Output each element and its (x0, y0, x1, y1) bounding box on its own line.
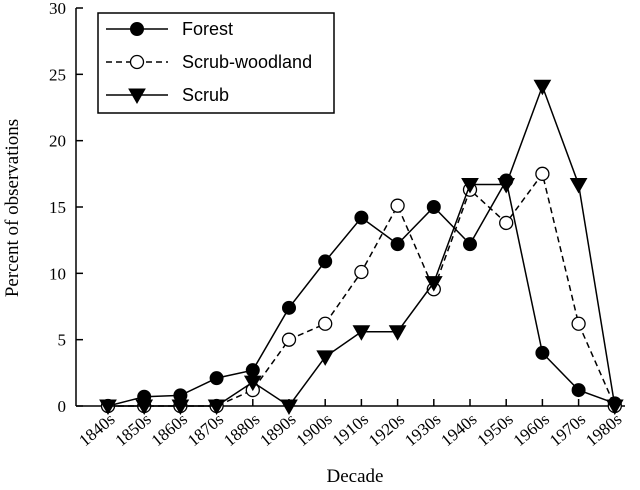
legend-entries: Forest Scrub-woodland Scrub (106, 19, 312, 105)
data-point (497, 177, 516, 194)
x-tick-label: 1960s (510, 410, 553, 451)
legend-marker (130, 22, 144, 36)
data-point (354, 264, 369, 280)
data-point (245, 363, 260, 378)
data-point (463, 237, 477, 252)
y-tick-label: 20 (49, 132, 66, 151)
y-tick-label: 30 (49, 0, 66, 18)
data-point (461, 177, 479, 194)
x-tick-label: 1880s (220, 410, 263, 451)
data-point (171, 399, 190, 416)
x-tick-label: 1910s (329, 410, 372, 451)
x-tick-label: 1970s (546, 410, 589, 451)
legend-label: Forest (182, 19, 233, 39)
x-tick-label: 1840s (75, 410, 118, 451)
data-point (605, 399, 624, 416)
series-scrub-woodland (100, 166, 622, 414)
data-point (316, 350, 335, 366)
x-tick-label: 1980s (582, 410, 625, 451)
data-point (426, 200, 441, 214)
data-point (281, 332, 297, 347)
x-tick-label: 1870s (184, 410, 227, 451)
x-tick-label: 1940s (437, 410, 480, 451)
y-tick-label: 15 (49, 198, 66, 217)
data-point (207, 399, 226, 416)
data-point (569, 177, 588, 194)
data-point (390, 237, 405, 252)
data-point (282, 300, 296, 315)
x-tick-label: 1860s (148, 410, 191, 451)
legend-entry: Scrub (106, 85, 229, 105)
data-point (571, 316, 586, 331)
x-tick-label: 1890s (256, 410, 299, 451)
legend-entry: Scrub-woodland (106, 52, 312, 72)
series-layer (99, 79, 624, 416)
data-point (352, 325, 371, 341)
x-tick-label: 1900s (292, 410, 335, 451)
y-tick-label: 5 (58, 331, 67, 350)
data-point (135, 399, 154, 416)
y-axis-label: Percent of observations (2, 119, 23, 297)
x-axis-label: Decade (327, 466, 384, 487)
data-point (280, 399, 298, 416)
series-forest (101, 173, 622, 413)
y-tick-label: 25 (49, 65, 66, 84)
x-tick-label: 1920s (365, 410, 408, 451)
data-point (318, 316, 333, 331)
y-tick-label: 10 (49, 264, 66, 283)
x-tick-label: 1930s (401, 410, 444, 451)
legend-label: Scrub-woodland (182, 52, 312, 72)
legend-marker (129, 54, 145, 70)
data-point (388, 325, 407, 341)
data-point (533, 79, 552, 96)
data-point (535, 345, 550, 360)
data-point (318, 254, 333, 269)
data-point (499, 215, 514, 231)
y-ticks: 0 5 10 15 20 25 30 (49, 0, 83, 416)
x-tick-label: 1850s (111, 410, 154, 451)
y-tick-label: 0 (58, 397, 67, 416)
data-point (424, 276, 443, 292)
data-point (535, 166, 550, 181)
legend-marker (128, 88, 146, 105)
legend-label: Scrub (182, 85, 229, 105)
data-point (354, 210, 369, 225)
data-point (209, 371, 224, 386)
data-point (99, 399, 117, 416)
series-scrub (99, 79, 624, 416)
data-point (243, 375, 262, 392)
data-point (571, 383, 586, 398)
data-point (390, 198, 405, 213)
legend: Forest Scrub-woodland Scrub (97, 12, 335, 114)
legend-entry: Forest (106, 19, 233, 39)
series-line (108, 172, 616, 407)
x-tick-label: 1950s (473, 410, 516, 451)
